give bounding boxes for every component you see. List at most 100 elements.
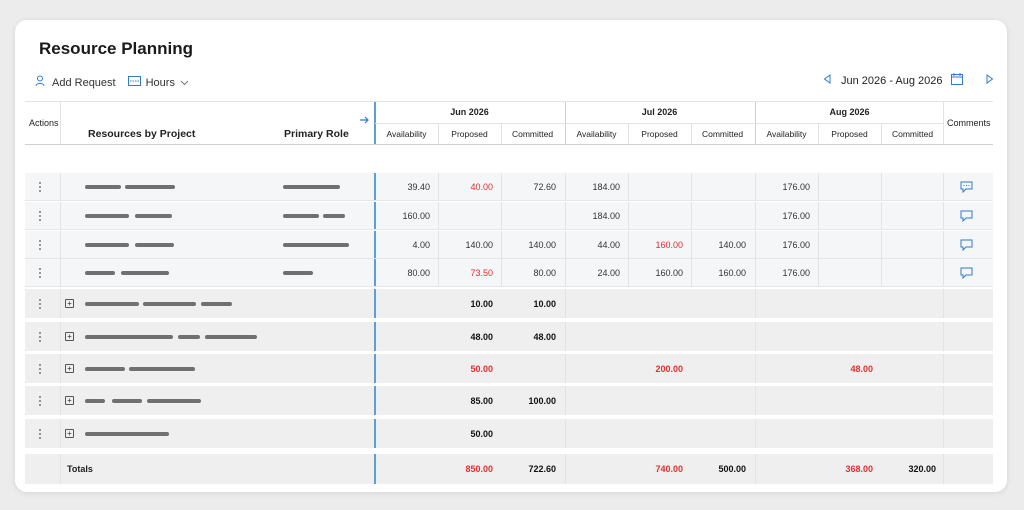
value-cell[interactable]: [881, 322, 944, 351]
value-cell[interactable]: [375, 454, 438, 484]
comment-icon[interactable]: [960, 259, 973, 286]
value-cell[interactable]: [818, 289, 881, 318]
value-cell[interactable]: [755, 289, 818, 318]
value-cell[interactable]: 200.00: [655, 363, 683, 374]
value-cell[interactable]: 176.00: [782, 181, 810, 192]
value-cell[interactable]: 140.00: [718, 239, 746, 250]
value-cell[interactable]: [818, 419, 881, 448]
value-cell[interactable]: 740.00: [655, 464, 683, 474]
value-cell[interactable]: 176.00: [782, 210, 810, 221]
value-cell[interactable]: 80.00: [533, 267, 556, 278]
value-cell[interactable]: [818, 386, 881, 415]
value-cell[interactable]: [818, 173, 881, 200]
value-cell[interactable]: 39.40: [407, 181, 430, 192]
value-cell[interactable]: 184.00: [592, 210, 620, 221]
value-cell[interactable]: [691, 419, 754, 448]
value-cell[interactable]: [628, 386, 691, 415]
value-cell[interactable]: 73.50: [470, 267, 493, 278]
value-cell[interactable]: [691, 173, 754, 200]
value-cell[interactable]: [375, 322, 438, 351]
value-cell[interactable]: [881, 259, 944, 286]
row-actions-icon[interactable]: [38, 173, 42, 200]
value-cell[interactable]: [565, 419, 628, 448]
comment-icon[interactable]: [960, 231, 973, 258]
expand-icon[interactable]: +: [65, 396, 74, 405]
value-cell[interactable]: [565, 354, 628, 383]
value-cell[interactable]: [565, 454, 628, 484]
calendar-icon[interactable]: [950, 73, 963, 88]
value-cell[interactable]: [438, 202, 501, 229]
value-cell[interactable]: [881, 231, 944, 258]
value-cell[interactable]: [375, 354, 438, 383]
value-cell[interactable]: [501, 354, 564, 383]
value-cell[interactable]: [565, 386, 628, 415]
hours-dropdown[interactable]: Hours: [127, 76, 189, 89]
value-cell[interactable]: 50.00: [470, 428, 493, 439]
value-cell[interactable]: 48.00: [533, 331, 556, 342]
value-cell[interactable]: 140.00: [465, 239, 493, 250]
value-cell[interactable]: [691, 322, 754, 351]
value-cell[interactable]: [755, 454, 818, 484]
value-cell[interactable]: [501, 202, 564, 229]
value-cell[interactable]: [375, 289, 438, 318]
value-cell[interactable]: [881, 173, 944, 200]
value-cell[interactable]: 320.00: [908, 464, 936, 474]
value-cell[interactable]: 24.00: [597, 267, 620, 278]
value-cell[interactable]: 184.00: [592, 181, 620, 192]
value-cell[interactable]: 48.00: [470, 331, 493, 342]
value-cell[interactable]: [818, 202, 881, 229]
value-cell[interactable]: [881, 289, 944, 318]
value-cell[interactable]: [628, 322, 691, 351]
value-cell[interactable]: [881, 419, 944, 448]
row-actions-icon[interactable]: [38, 289, 42, 318]
value-cell[interactable]: 10.00: [470, 298, 493, 309]
value-cell[interactable]: [881, 354, 944, 383]
value-cell[interactable]: 4.00: [412, 239, 430, 250]
arrow-right-icon[interactable]: [360, 111, 370, 129]
value-cell[interactable]: [375, 386, 438, 415]
value-cell[interactable]: [755, 386, 818, 415]
value-cell[interactable]: [818, 322, 881, 351]
value-cell[interactable]: [818, 231, 881, 258]
value-cell[interactable]: [691, 354, 754, 383]
value-cell[interactable]: [375, 419, 438, 448]
value-cell[interactable]: [881, 202, 944, 229]
value-cell[interactable]: 160.00: [655, 267, 683, 278]
value-cell[interactable]: [628, 419, 691, 448]
value-cell[interactable]: 80.00: [407, 267, 430, 278]
value-cell[interactable]: 85.00: [470, 395, 493, 406]
value-cell[interactable]: 722.60: [528, 464, 556, 474]
value-cell[interactable]: 140.00: [528, 239, 556, 250]
previous-period-icon[interactable]: [823, 74, 831, 87]
value-cell[interactable]: [501, 419, 564, 448]
value-cell[interactable]: [565, 322, 628, 351]
value-cell[interactable]: 176.00: [782, 239, 810, 250]
value-cell[interactable]: 48.00: [850, 363, 873, 374]
next-period-icon[interactable]: [986, 74, 994, 87]
value-cell[interactable]: 72.60: [533, 181, 556, 192]
value-cell[interactable]: [755, 419, 818, 448]
value-cell[interactable]: [628, 202, 691, 229]
value-cell[interactable]: 50.00: [470, 363, 493, 374]
value-cell[interactable]: [628, 173, 691, 200]
value-cell[interactable]: 500.00: [718, 464, 746, 474]
value-cell[interactable]: [755, 354, 818, 383]
expand-icon[interactable]: +: [65, 429, 74, 438]
value-cell[interactable]: 10.00: [533, 298, 556, 309]
row-actions-icon[interactable]: [38, 419, 42, 448]
value-cell[interactable]: [691, 289, 754, 318]
value-cell[interactable]: 850.00: [465, 464, 493, 474]
value-cell[interactable]: 176.00: [782, 267, 810, 278]
value-cell[interactable]: [565, 289, 628, 318]
expand-icon[interactable]: +: [65, 299, 74, 308]
row-actions-icon[interactable]: [38, 322, 42, 351]
value-cell[interactable]: 44.00: [597, 239, 620, 250]
row-actions-icon[interactable]: [38, 354, 42, 383]
value-cell[interactable]: [881, 386, 944, 415]
row-actions-icon[interactable]: [38, 386, 42, 415]
value-cell[interactable]: [691, 202, 754, 229]
expand-icon[interactable]: +: [65, 332, 74, 341]
value-cell[interactable]: 100.00: [528, 395, 556, 406]
value-cell[interactable]: 160.00: [655, 239, 683, 250]
value-cell[interactable]: [691, 386, 754, 415]
